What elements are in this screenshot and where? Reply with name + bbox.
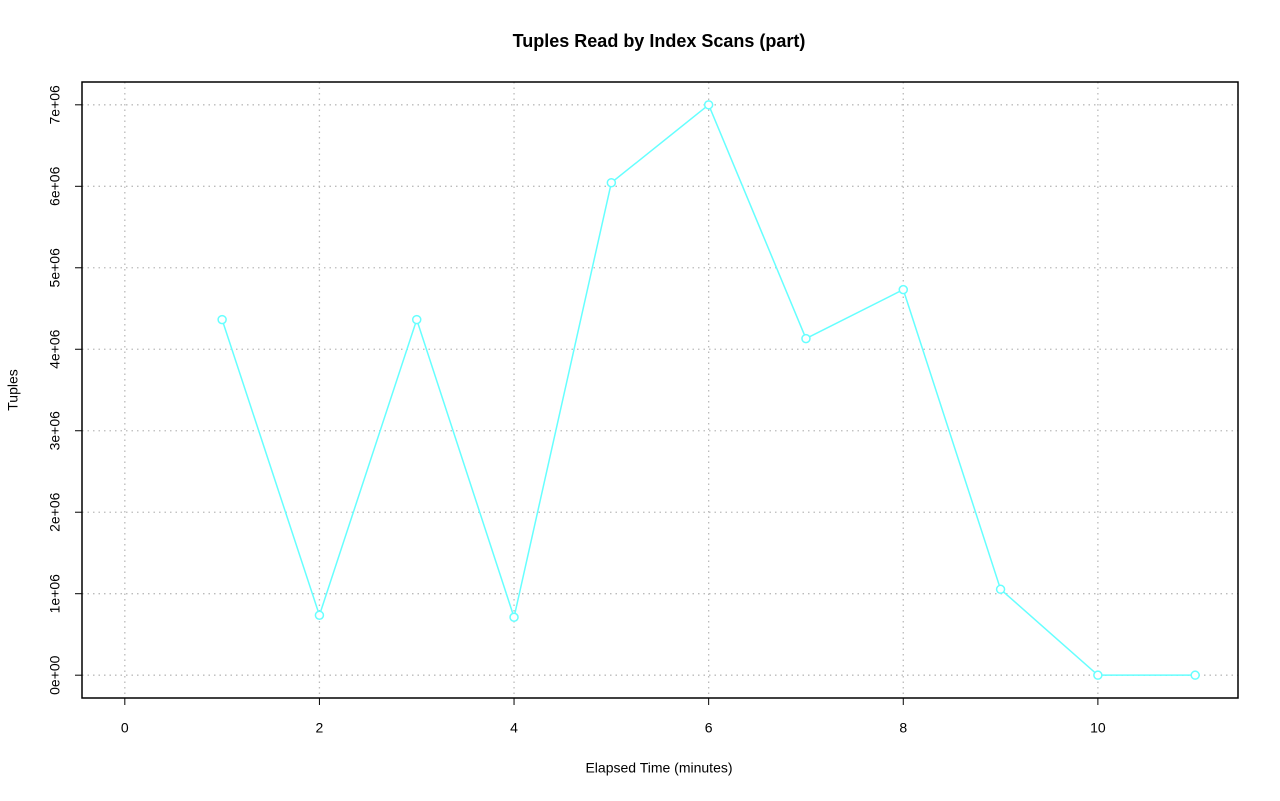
data-point: [898, 284, 909, 295]
data-point: [606, 177, 617, 188]
data-point: [1190, 670, 1200, 680]
data-point: [995, 584, 1006, 595]
y-tick-label: 1e+06: [47, 574, 63, 614]
chart-title: Tuples Read by Index Scans (part): [513, 31, 806, 51]
plot-frame: [81, 81, 1239, 699]
y-axis-label: Tuples: [5, 369, 21, 411]
x-tick-label: 6: [705, 720, 713, 736]
data-point: [703, 100, 714, 110]
y-tick-label: 4e+06: [47, 329, 63, 369]
y-tick-label: 0e+00: [47, 655, 63, 695]
x-tick-label: 4: [510, 720, 518, 736]
y-tick-label: 3e+06: [47, 411, 63, 451]
x-axis-label: Elapsed Time (minutes): [585, 760, 732, 776]
x-tick-label: 10: [1090, 720, 1106, 736]
data-point: [411, 314, 422, 325]
x-tick-label: 0: [121, 720, 129, 736]
data-point: [801, 333, 811, 344]
data-point: [509, 612, 519, 623]
y-tick-label: 7e+06: [47, 85, 63, 125]
x-tick-label: 2: [316, 720, 324, 736]
y-tick-label: 6e+06: [47, 166, 63, 206]
x-tick-label: 8: [899, 720, 907, 736]
data-point: [1093, 670, 1103, 680]
data-point: [314, 610, 325, 620]
y-tick-label: 5e+06: [47, 248, 63, 288]
data-point: [217, 314, 227, 325]
y-tick-label: 2e+06: [47, 492, 63, 532]
